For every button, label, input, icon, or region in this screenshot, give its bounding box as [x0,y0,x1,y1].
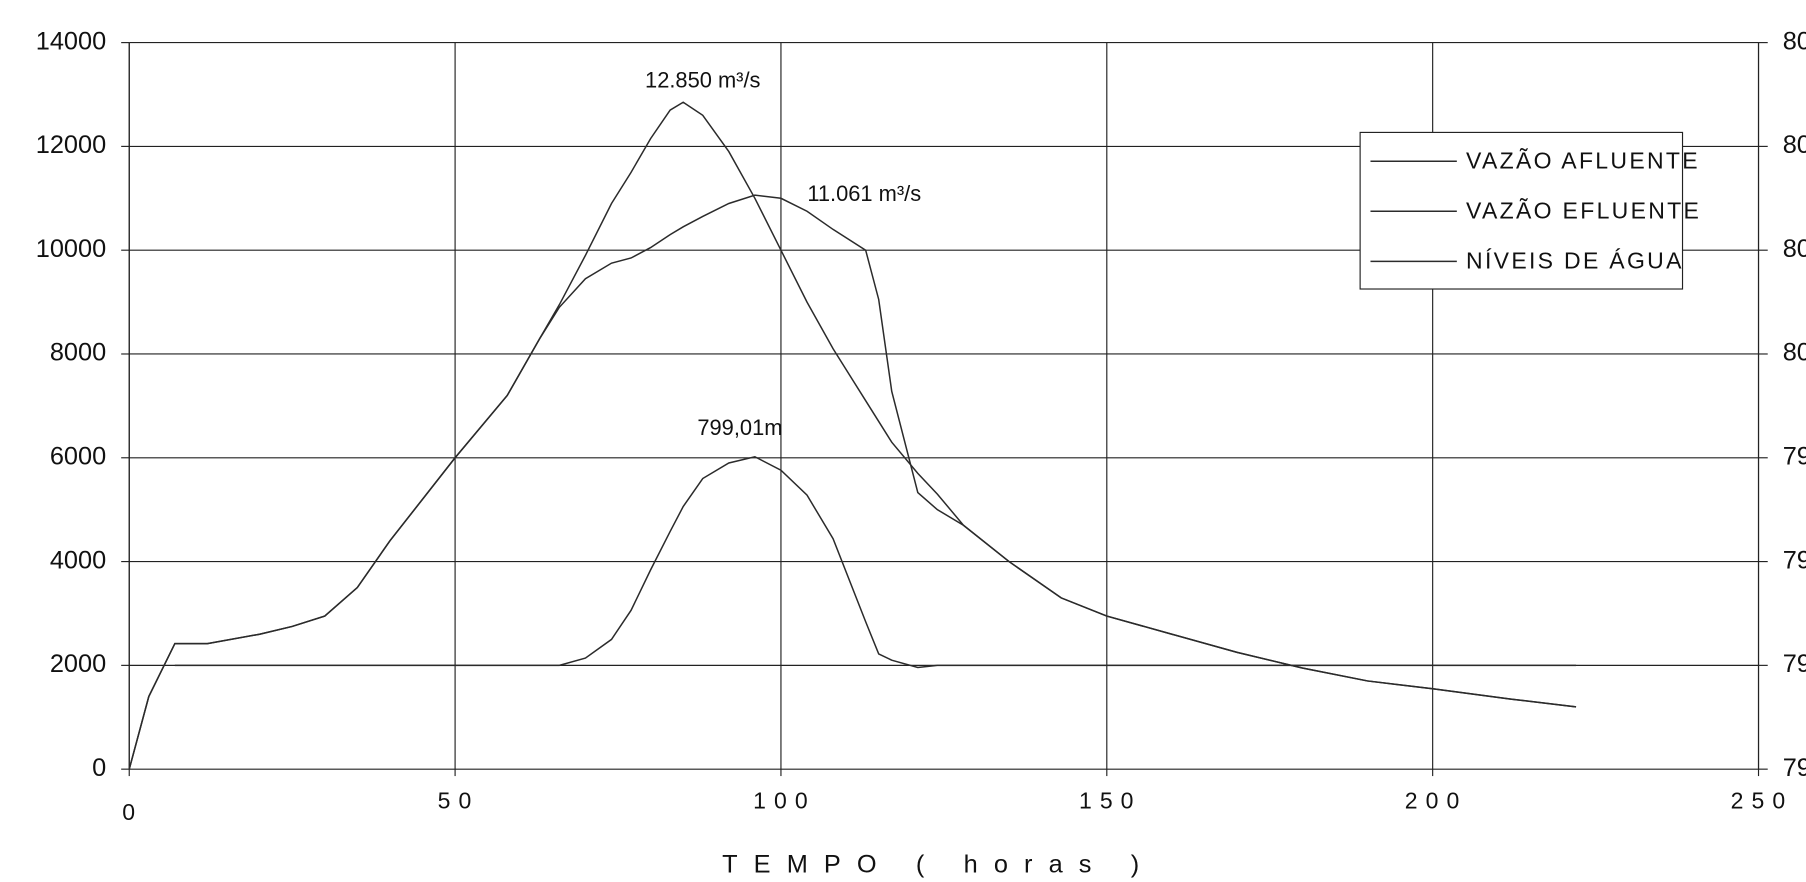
data-label: 799,01m [697,415,782,440]
y2-tick-label: 797 [1783,650,1806,678]
series-line [174,455,1577,669]
legend-label: VAZÃO EFLUENTE [1466,198,1701,224]
x-tick-label: 150 [1079,788,1142,814]
y2-tick-label: 801 [1783,235,1806,263]
y-tick-label: 2000 [50,650,106,678]
y2-tick-label: 796 [1783,754,1806,782]
x-tick-label: 250 [1731,788,1794,814]
legend-label: VAZÃO AFLUENTE [1466,147,1700,173]
y-tick-label: 0 [92,754,106,782]
x-tick-label: 100 [753,788,816,814]
y-tick-label: 12000 [36,131,106,159]
x-axis-label: TEMPO ( horas ) [722,851,1155,879]
x-tick-label: 50 [438,788,480,814]
y-tick-label: 4000 [50,546,106,574]
y-tick-label: 14000 [36,27,106,55]
y-tick-label: 10000 [36,235,106,263]
y2-tick-label: 800 [1783,339,1806,367]
y-tick-label: 6000 [50,442,106,470]
data-label: 11.061 m³/s [807,181,921,206]
y2-tick-label: 803 [1783,27,1806,55]
x-tick-label: 200 [1405,788,1468,814]
y2-tick-label: 799 [1783,442,1806,470]
legend-label: NÍVEIS DE ÁGUA [1466,248,1684,274]
y2-tick-label: 802 [1783,131,1806,159]
y-tick-label: 8000 [50,339,106,367]
data-label: 12.850 m³/s [645,67,760,92]
x-tick-label: 0 [122,799,143,825]
series-line [128,194,1577,770]
y2-tick-label: 798 [1783,546,1806,574]
